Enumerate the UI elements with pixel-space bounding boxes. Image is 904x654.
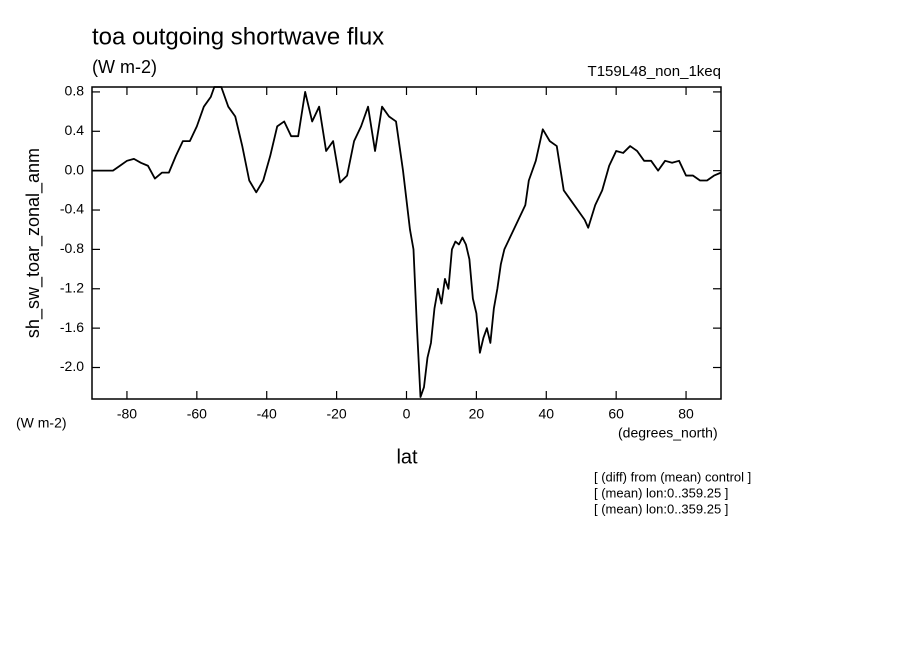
x-tick-label: 20 — [469, 406, 485, 422]
y-axis-label: sh_sw_toar_zonal_anm — [23, 148, 44, 338]
chart-title: toa outgoing shortwave flux — [92, 23, 384, 50]
plot-frame — [91, 86, 722, 400]
chart-subtitle: (W m-2) — [92, 57, 157, 77]
x-tick-label: 40 — [538, 406, 554, 422]
note: [ (mean) lon:0..359.25 ] — [594, 501, 728, 516]
run-label: T159L48_non_1keq — [588, 63, 721, 80]
x-tick-label: -60 — [187, 406, 207, 422]
y-units: (W m-2) — [16, 415, 67, 431]
x-tick-label: 0 — [403, 406, 411, 422]
data-line — [92, 86, 722, 398]
y-tick-label: -1.2 — [60, 279, 84, 295]
x-tick-label: 80 — [678, 406, 694, 422]
y-tick-label: 0.4 — [65, 122, 85, 138]
note: [ (mean) lon:0..359.25 ] — [594, 485, 728, 500]
note: [ (diff) from (mean) control ] — [594, 469, 751, 484]
x-units: (degrees_north) — [618, 425, 718, 441]
y-tick-label: -1.6 — [60, 319, 84, 335]
y-tick-label: -2.0 — [60, 358, 84, 374]
y-tick-label: -0.4 — [60, 201, 84, 217]
y-tick-label: -0.8 — [60, 240, 84, 256]
x-tick-label: -20 — [326, 406, 346, 422]
x-tick-label: 60 — [608, 406, 624, 422]
y-tick-label: 0.0 — [65, 161, 85, 177]
x-tick-label: -40 — [257, 406, 277, 422]
x-axis-label: lat — [396, 446, 418, 468]
x-tick-label: -80 — [117, 406, 137, 422]
y-tick-label: 0.8 — [65, 83, 85, 99]
